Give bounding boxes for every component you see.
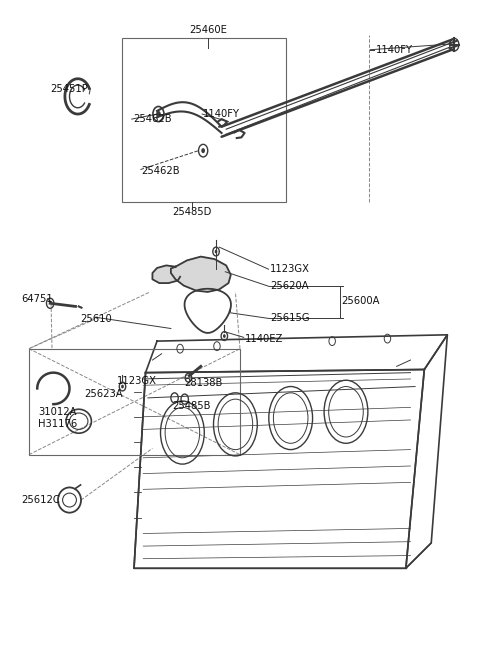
Text: 25623A: 25623A <box>84 389 123 399</box>
Circle shape <box>215 250 217 254</box>
Circle shape <box>156 111 161 117</box>
Text: 1140FY: 1140FY <box>203 109 240 119</box>
Text: 25612C: 25612C <box>21 495 60 505</box>
Polygon shape <box>171 257 231 292</box>
Text: 25610: 25610 <box>80 314 112 324</box>
Text: 1140FY: 1140FY <box>376 45 413 55</box>
Circle shape <box>201 148 205 153</box>
Polygon shape <box>153 265 180 283</box>
Text: 25462B: 25462B <box>142 166 180 176</box>
Text: 25462B: 25462B <box>133 114 172 124</box>
Circle shape <box>223 334 226 338</box>
Text: 28138B: 28138B <box>185 378 223 388</box>
Text: 25451P: 25451P <box>50 84 88 94</box>
Circle shape <box>121 384 124 388</box>
Text: 25485B: 25485B <box>172 401 210 411</box>
Text: H31176: H31176 <box>38 419 77 429</box>
Text: 25615G: 25615G <box>270 313 310 323</box>
Text: 1123GX: 1123GX <box>270 264 310 274</box>
Text: 31012A: 31012A <box>38 407 77 417</box>
Bar <box>122 38 286 202</box>
Text: 1123GX: 1123GX <box>117 376 156 386</box>
Text: 25620A: 25620A <box>270 281 309 291</box>
Text: 25600A: 25600A <box>341 296 380 306</box>
Text: 64751: 64751 <box>21 294 53 304</box>
Text: 25460E: 25460E <box>189 25 227 35</box>
Text: 1140EZ: 1140EZ <box>245 334 283 344</box>
Bar <box>29 349 240 455</box>
Text: 25485D: 25485D <box>172 208 211 217</box>
